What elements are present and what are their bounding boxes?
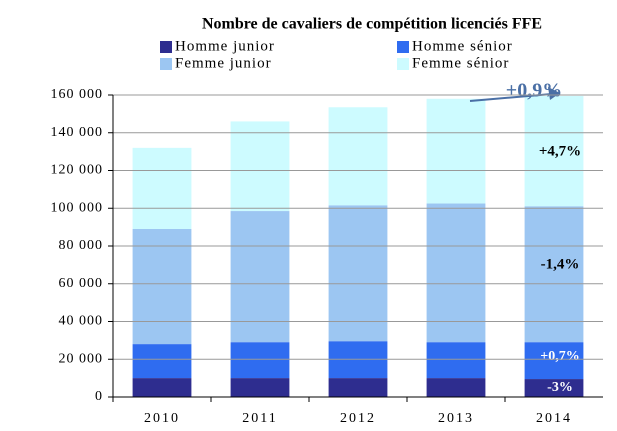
bar-segment [426,98,486,204]
annotation: +4,7% [539,143,581,159]
bar-segment [132,147,192,230]
bar-segment [524,342,584,380]
annotation: +0,9% [506,80,562,102]
annotation: -3% [547,380,573,395]
y-tick-label: 20 000 [59,351,104,366]
bar-segment [426,342,486,379]
bar-segment [132,229,192,345]
legend-label: Homme junior [175,38,275,54]
legend-swatch [397,58,409,70]
bar-segment [426,203,486,343]
bar-segment [230,342,290,379]
annotation: -1,4% [541,256,580,272]
y-tick-label: 40 000 [59,314,104,329]
x-tick-label: 2012 [340,411,376,426]
y-tick-label: 80 000 [59,238,104,253]
y-tick-label: 100 000 [51,200,104,215]
y-tick-label: 60 000 [59,276,104,291]
bar-segment [328,107,388,206]
legend-swatch [397,41,409,53]
y-tick-label: 160 000 [51,87,104,102]
annotation: +0,7% [540,349,579,364]
x-tick-label: 2013 [438,411,474,426]
bar-segment [230,121,290,212]
y-tick-label: 0 [95,389,103,404]
bar-segment [524,95,584,207]
bar-segment [230,378,290,397]
y-tick-label: 120 000 [51,163,104,178]
x-tick-label: 2011 [242,411,277,426]
bar-segment [132,378,192,397]
x-tick-label: 2010 [144,411,180,426]
legend-label: Femme junior [175,55,272,71]
bar-segment [230,211,290,343]
bar-segment [426,378,486,397]
y-tick-label: 140 000 [51,125,104,140]
legend-swatch [160,58,172,70]
chart-title: Nombre de cavaliers de compétition licen… [202,16,542,33]
bar-segment [132,344,192,379]
bar-segment [524,379,584,397]
legend-swatch [160,41,172,53]
arrow-head [548,87,560,100]
bar-segment [524,206,584,343]
legend-label: Femme sénior [412,55,509,71]
x-tick-label: 2014 [536,411,572,426]
bar-segment [328,378,388,397]
legend-label: Homme sénior [412,38,513,54]
bar-segment [328,205,388,342]
